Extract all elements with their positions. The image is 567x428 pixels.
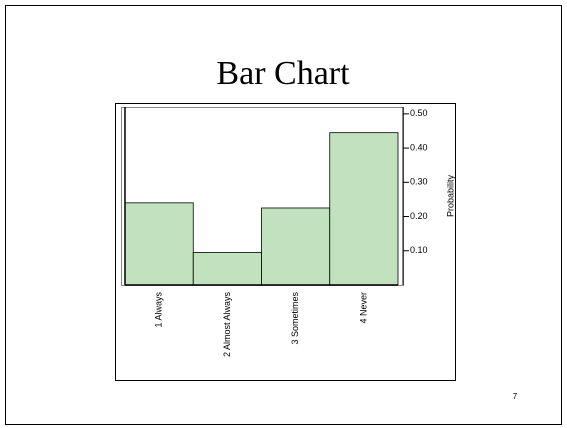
x-tick-label: 1 Always xyxy=(154,292,164,328)
slide-title: Bar Chart xyxy=(216,55,350,92)
y-tick-label: 0.20 xyxy=(410,211,428,221)
bar xyxy=(329,132,399,286)
x-tick-label: 4 Never xyxy=(358,292,368,324)
bar xyxy=(124,202,194,286)
x-tick-label: 3 Sometimes xyxy=(290,292,300,345)
y-axis-label: Probability xyxy=(445,174,455,217)
bar xyxy=(261,207,331,286)
y-tick-label: 0.50 xyxy=(410,108,428,118)
page-number: 7 xyxy=(513,392,518,401)
y-tick-label: 0.40 xyxy=(410,142,428,152)
y-tick-label: 0.10 xyxy=(410,245,428,255)
bar xyxy=(192,252,262,286)
x-tick-label: 2 Almost Always xyxy=(222,292,232,358)
y-tick-label: 0.30 xyxy=(410,177,428,187)
